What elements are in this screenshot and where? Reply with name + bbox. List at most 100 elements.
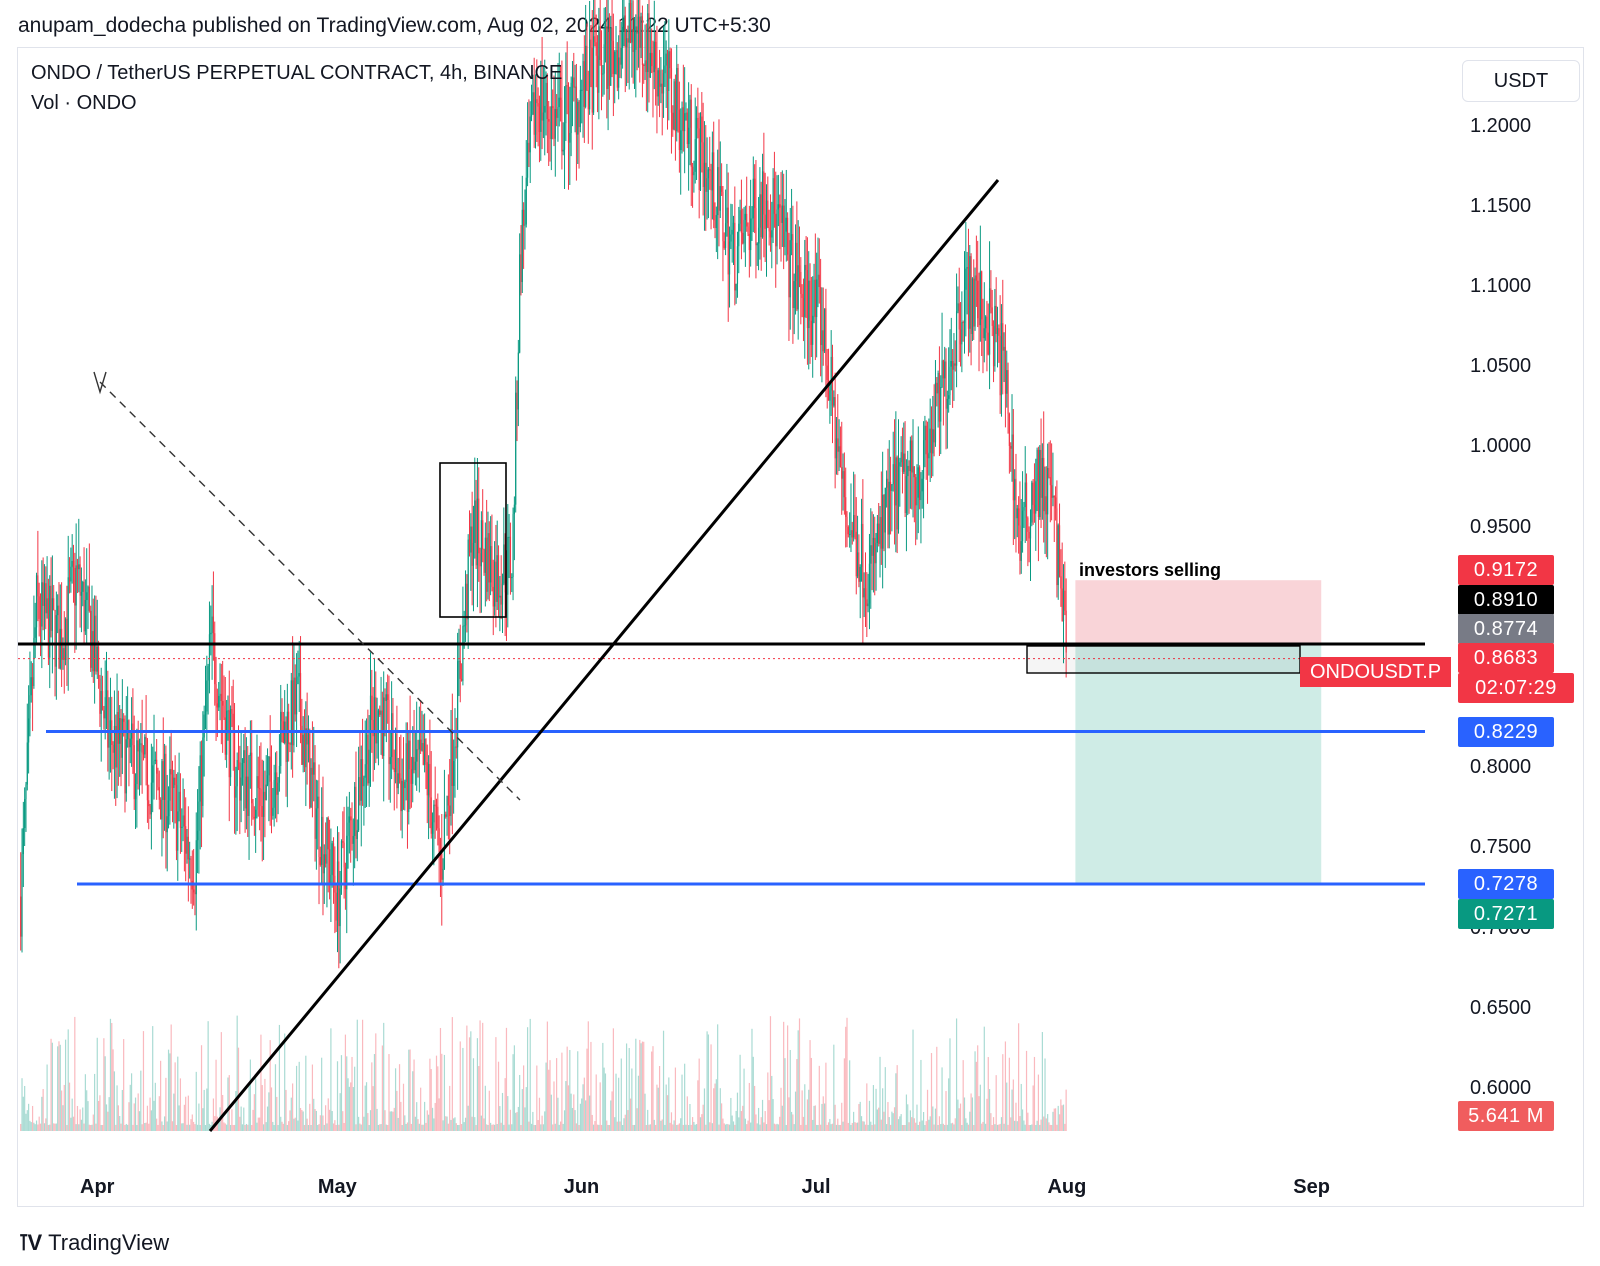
volume-bar [251,1125,253,1131]
volume-bar [752,1056,754,1131]
candle-body [948,395,950,399]
candle-body [829,390,831,401]
footer-brand[interactable]: ⊺V TradingView [18,1230,169,1256]
candle-body [259,788,261,790]
candle-body [418,739,420,750]
candle-body [645,60,647,73]
candle-body [710,170,712,191]
volume-bar [981,1123,983,1131]
volume-bar [503,1124,505,1131]
candle-body [794,242,797,282]
volume-bar [606,1120,608,1131]
candle-body [149,806,151,815]
candle-body [949,366,951,396]
candle-body [277,782,279,795]
candle-body [63,648,65,660]
volume-bar [760,1117,762,1131]
volume-bar [623,1118,625,1131]
symbol-legend[interactable]: ONDO / TetherUS PERPETUAL CONTRACT, 4h, … [31,62,563,84]
candle-body [417,749,419,751]
volume-bar [1004,1041,1007,1131]
candle-body [251,752,253,804]
volume-bar [484,1085,486,1131]
candle-body [896,457,898,530]
candle-body [916,497,918,506]
volume-bar [442,1120,444,1131]
volume-bar [988,1089,991,1131]
volume-bar [717,1024,719,1131]
candle-body [327,817,329,850]
candle-body [875,542,877,564]
candle-body [631,29,633,43]
candle-body [153,761,155,766]
volume-bar [472,1058,475,1131]
volume-bar [516,1112,518,1131]
candle-body [354,786,356,836]
candle-body [755,207,757,246]
candle-body [684,113,686,132]
volume-bar [598,1124,600,1131]
volume-bar [372,1086,374,1131]
volume-bar [896,1065,898,1131]
candle-body [915,477,917,506]
volume-bar [987,1057,989,1131]
volume-bar [577,1051,579,1131]
volume-bar [850,1124,852,1131]
candle-body [744,213,746,220]
candle-body [400,778,402,812]
candle-body [410,769,413,784]
volume-bar [818,1065,820,1131]
time-tick-label: Aug [1047,1176,1087,1198]
volume-bar [299,1107,302,1131]
volume-bar [355,1124,357,1131]
candle-body [666,53,669,91]
candle-body [901,452,904,472]
volume-bar [262,1124,265,1131]
volume-bar [195,1071,197,1131]
volume-bar [937,1124,939,1131]
volume-bar [30,1122,32,1131]
volume-bar [78,1124,80,1131]
candle-body [995,305,997,335]
candle-body [932,429,934,454]
candle-body [785,217,787,232]
volume-bar [441,1053,443,1131]
volume-bar [548,1069,550,1131]
volume-bar [864,1124,867,1131]
volume-bar [670,1112,673,1131]
volume-bar [526,1027,529,1131]
candle-body [336,861,339,921]
candle-body [298,673,300,677]
currency-button[interactable]: USDT [1462,60,1580,102]
volume-bar [966,1122,968,1131]
candle-body [261,805,263,817]
volume-bar [388,1054,390,1131]
volume-bar [554,1123,556,1131]
volume-bar [657,1087,659,1131]
volume-bar [189,1124,191,1131]
candle-body [458,660,460,662]
candle-body [838,446,840,452]
price-scale-badge: 0.9172 [1458,555,1554,585]
candle-body [286,711,288,762]
candle-body [171,774,174,788]
price-scale-badge: 0.7278 [1458,869,1554,899]
volume-bar [437,1066,439,1131]
volume-bar [974,1051,976,1131]
candle-body [669,51,671,69]
volume-bar [224,1123,226,1131]
candle-body [691,166,694,176]
candle-body [247,776,249,817]
candle-body [493,561,496,607]
volume-legend[interactable]: Vol · ONDO [31,92,137,114]
volume-bar [620,1058,622,1131]
volume-bar [457,1124,459,1131]
candle-body [495,561,497,602]
volume-bar [435,1055,438,1131]
candle-body [1062,590,1065,622]
volume-bar [427,1114,430,1131]
candle-body [677,67,679,110]
volume-bar [100,1124,102,1131]
volume-bar [330,1028,332,1131]
